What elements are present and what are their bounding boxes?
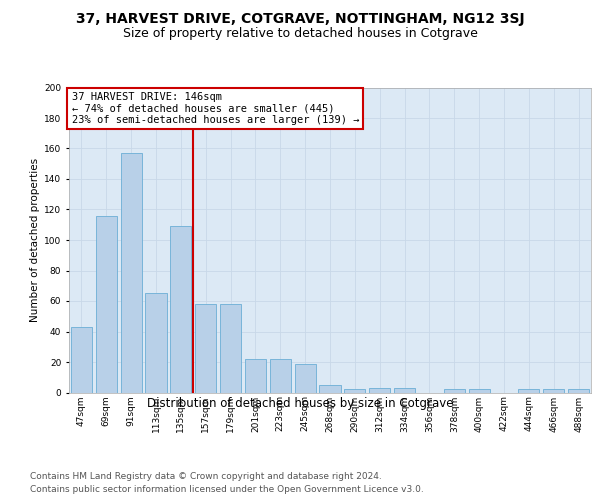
Y-axis label: Number of detached properties: Number of detached properties xyxy=(30,158,40,322)
Bar xyxy=(245,359,266,392)
Bar xyxy=(344,390,365,392)
Bar xyxy=(394,388,415,392)
Bar xyxy=(543,390,564,392)
Bar xyxy=(444,390,465,392)
Bar xyxy=(369,388,390,392)
Bar xyxy=(96,216,117,392)
Text: Distribution of detached houses by size in Cotgrave: Distribution of detached houses by size … xyxy=(147,398,453,410)
Text: 37, HARVEST DRIVE, COTGRAVE, NOTTINGHAM, NG12 3SJ: 37, HARVEST DRIVE, COTGRAVE, NOTTINGHAM,… xyxy=(76,12,524,26)
Bar xyxy=(270,359,291,392)
Bar xyxy=(170,226,191,392)
Bar xyxy=(121,153,142,392)
Text: Size of property relative to detached houses in Cotgrave: Size of property relative to detached ho… xyxy=(122,28,478,40)
Bar xyxy=(518,390,539,392)
Bar xyxy=(295,364,316,392)
Bar xyxy=(220,304,241,392)
Bar xyxy=(469,390,490,392)
Bar xyxy=(71,327,92,392)
Bar xyxy=(319,385,341,392)
Bar xyxy=(145,294,167,392)
Text: 37 HARVEST DRIVE: 146sqm
← 74% of detached houses are smaller (445)
23% of semi-: 37 HARVEST DRIVE: 146sqm ← 74% of detach… xyxy=(71,92,359,126)
Text: Contains HM Land Registry data © Crown copyright and database right 2024.: Contains HM Land Registry data © Crown c… xyxy=(30,472,382,481)
Text: Contains public sector information licensed under the Open Government Licence v3: Contains public sector information licen… xyxy=(30,485,424,494)
Bar xyxy=(568,390,589,392)
Bar xyxy=(195,304,216,392)
